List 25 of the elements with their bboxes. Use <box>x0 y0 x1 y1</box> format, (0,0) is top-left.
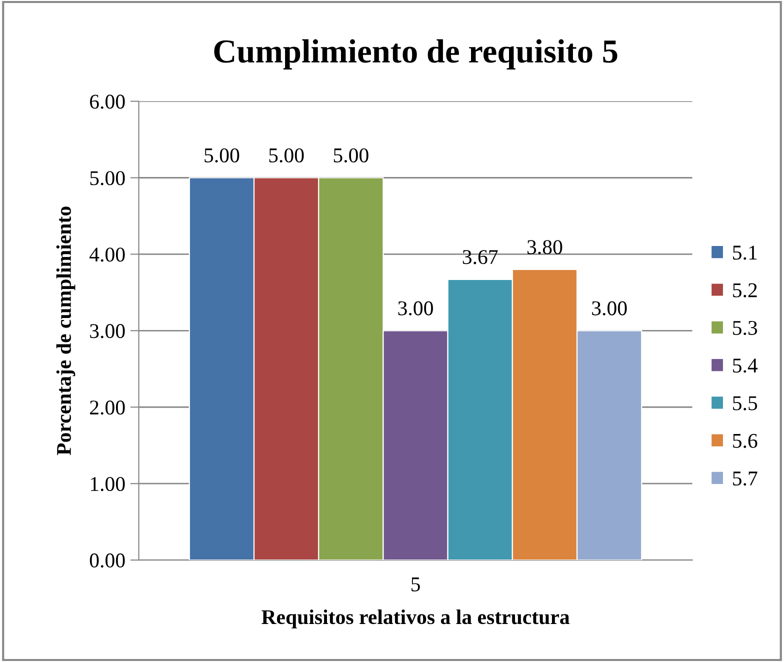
legend-label: 5.6 <box>733 434 758 448</box>
y-tick-label: 6.00 <box>90 94 125 109</box>
legend-label: 5.4 <box>733 358 758 373</box>
x-tick-label: 5 <box>412 578 420 592</box>
y-tick-label: 5.00 <box>90 171 125 186</box>
legend-label: 5.5 <box>733 396 758 410</box>
x-axis-title: Requisitos relativos a la estructura <box>262 610 570 628</box>
legend-label: 5.1 <box>733 246 757 260</box>
chart-title: Cumplimiento de requisito 5 <box>214 39 618 70</box>
data-label: 3.80 <box>527 240 562 254</box>
legend-label: 5.7 <box>733 472 758 486</box>
y-axis-title: Porcentaje de cumplimiento <box>56 206 76 456</box>
legend-label: 5.3 <box>733 320 758 336</box>
legend-label: 5.2 <box>733 283 757 298</box>
y-tick-label: 3.00 <box>90 324 125 338</box>
data-label: 3.67 <box>462 250 498 264</box>
y-tick-label: 0.00 <box>90 553 125 568</box>
data-label: 3.00 <box>592 301 627 316</box>
data-label: 5.00 <box>204 148 240 162</box>
y-tick-label: 1.00 <box>90 476 125 492</box>
y-tick-label: 2.00 <box>90 400 125 415</box>
data-label: 5.00 <box>269 148 304 162</box>
y-tick-label: 4.00 <box>90 248 125 262</box>
data-label: 5.00 <box>334 148 368 162</box>
data-label: 3.00 <box>398 301 433 316</box>
